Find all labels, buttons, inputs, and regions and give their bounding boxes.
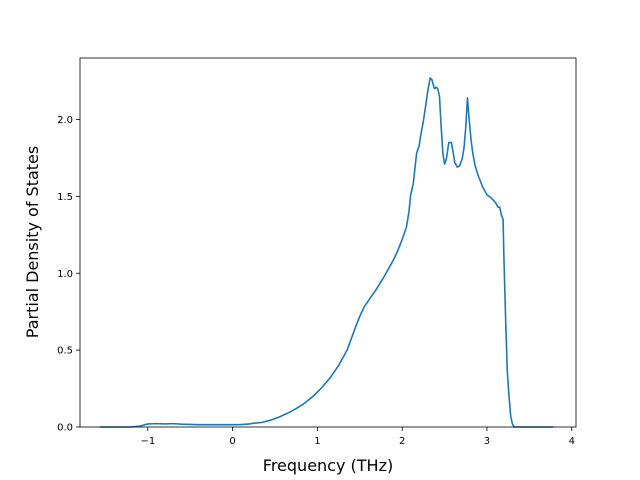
y-tick-label: 2.0: [57, 115, 73, 126]
y-tick-label: 0.0: [57, 423, 73, 434]
x-tick-label: 4: [569, 436, 575, 447]
series-line-0: [99, 77, 554, 428]
x-tick-label: −1: [140, 436, 155, 447]
y-tick-label: 1.5: [57, 192, 73, 203]
series-layer: [99, 77, 554, 428]
x-axis-label: Frequency (THz): [263, 456, 393, 475]
y-axis-label: Partial Density of States: [23, 146, 42, 338]
x-tick-label: 0: [229, 436, 235, 447]
x-tick-label: 3: [484, 436, 490, 447]
y-tick-label: 0.5: [57, 346, 73, 357]
x-tick-label: 2: [399, 436, 405, 447]
plot-frame: [79, 57, 577, 428]
y-tick-label: 1.0: [57, 269, 73, 280]
x-tick-label: 1: [314, 436, 320, 447]
y-axis-ticks: 0.0 0.5 1.0 1.5 2.0: [57, 115, 80, 434]
x-axis-ticks: −1 0 1 2 3 4: [140, 427, 575, 447]
